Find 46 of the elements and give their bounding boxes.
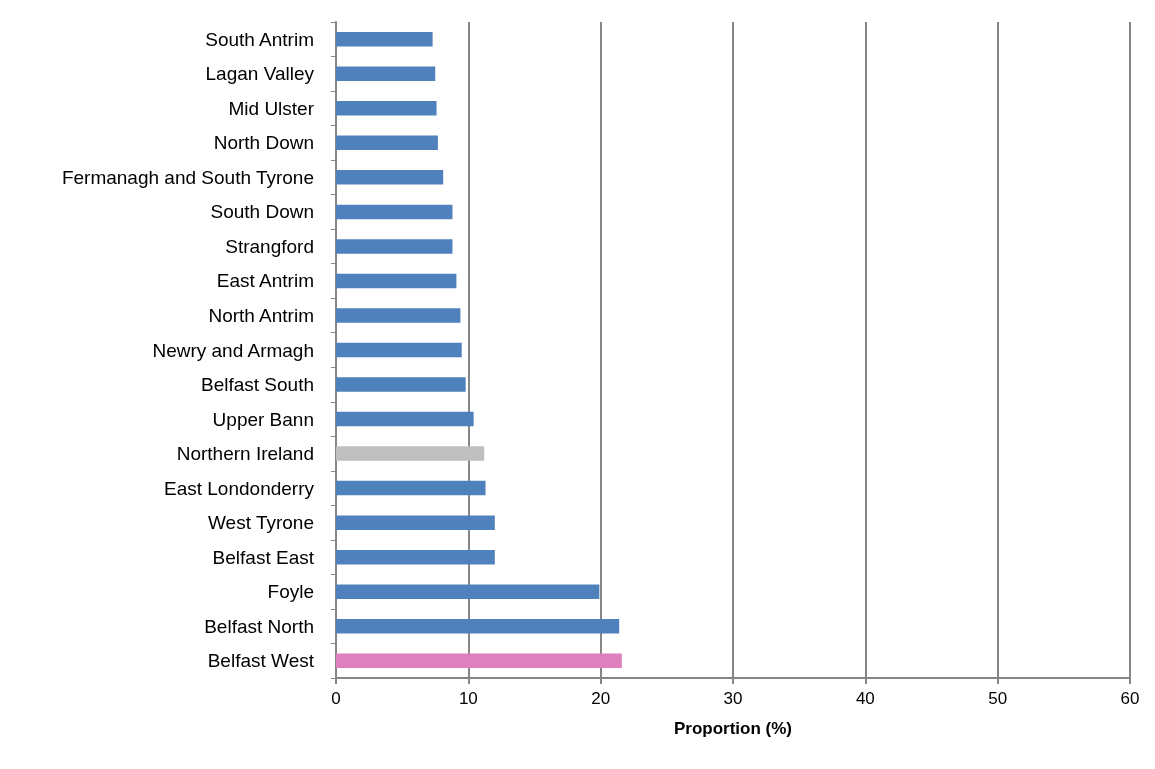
bar [336,239,453,254]
y-tick-label: Northern Ireland [176,443,314,465]
bar [336,32,433,47]
bar [336,618,620,634]
y-tick-label: Belfast West [207,650,315,672]
y-tick-label: South Down [210,201,314,223]
y-tick-label: Foyle [267,581,314,603]
bar [336,411,474,427]
y-tick-label: Belfast South [200,374,314,396]
y-tick-label: Belfast North [204,615,314,637]
bar [336,342,462,358]
bar [336,170,444,185]
x-axis-title: Proportion (%) [673,719,793,738]
y-tick-label: Belfast East [212,546,315,568]
bar [336,653,622,668]
bar [336,66,436,82]
bar [336,446,485,461]
x-tick-label: 50 [988,689,1008,708]
y-tick-label: East Londonderry [164,477,315,499]
y-tick-label: South Antrim [205,28,314,50]
y-tick-label: Strangford [225,235,314,257]
bar [336,135,438,151]
bar [336,549,495,565]
y-tick-label: West Tyrone [208,512,314,534]
y-tick-label: East Antrim [216,270,314,292]
bar [336,308,461,323]
x-tick-label: 20 [591,689,611,708]
x-tick-label: 60 [1120,689,1140,708]
bar [336,584,600,599]
bar [336,480,486,496]
y-tick-label: Fermanagh and South Tyrone [61,166,314,188]
bar [336,204,453,220]
bar [336,377,466,392]
y-tick-label: Mid Ulster [228,97,315,119]
bar [336,101,437,116]
bar [336,515,495,530]
x-tick-label: 40 [855,689,875,708]
y-tick-label: Upper Bann [212,408,314,430]
y-tick-label: Newry and Armagh [152,339,314,361]
y-tick-label: North Down [213,132,314,154]
x-tick-label: 30 [723,689,743,708]
y-tick-label: Lagan Valley [205,63,315,85]
bar [336,273,457,289]
y-tick-label: North Antrim [208,304,314,326]
x-tick-label: 10 [458,689,478,708]
x-tick-label: 0 [331,689,341,708]
